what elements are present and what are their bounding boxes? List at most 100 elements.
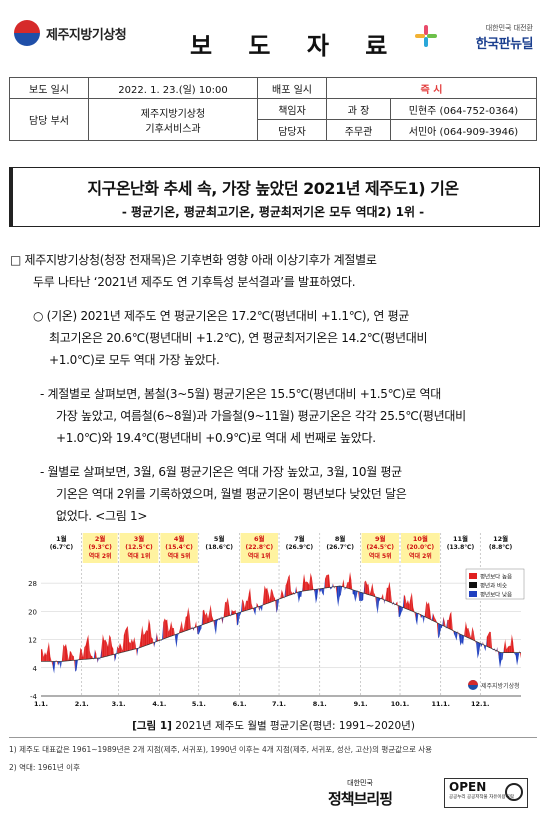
above-normal-area (497, 647, 499, 658)
headline-box (9, 167, 540, 227)
above-normal-area (233, 611, 235, 615)
above-normal-area (226, 597, 228, 617)
legend-label: 평년과 비슷 (480, 582, 507, 590)
above-normal-area (472, 626, 474, 641)
month-label: 6월 (254, 534, 265, 543)
above-normal-area (490, 631, 493, 650)
above-normal-area (263, 585, 265, 605)
x-tick-label: 5.1. (192, 700, 206, 708)
y-tick-label: 28 (28, 580, 37, 588)
above-normal-area (436, 621, 439, 639)
below-normal-area (336, 586, 339, 607)
below-normal-area (514, 652, 516, 656)
below-normal-area (298, 591, 301, 603)
month-rank-label: 역대 1위 (128, 552, 151, 560)
above-normal-area (204, 609, 206, 625)
above-normal-area (51, 661, 53, 668)
above-normal-area (122, 635, 124, 653)
above-normal-area (468, 627, 470, 639)
above-normal-area (87, 634, 89, 660)
above-normal-area (139, 635, 141, 648)
above-normal-area (126, 626, 128, 652)
below-normal-area (360, 592, 362, 602)
legend-label: 평년보다 낮음 (480, 591, 512, 599)
above-normal-area (83, 647, 85, 660)
above-normal-area (289, 574, 291, 596)
above-normal-area (172, 628, 174, 636)
above-normal-area (449, 611, 452, 630)
above-normal-area (302, 573, 305, 592)
above-normal-area (273, 596, 276, 602)
below-normal-area (219, 616, 222, 621)
month-temp-label: (13.8℃) (447, 544, 475, 551)
policy-briefing-small: 대한민국 (347, 779, 373, 787)
department-label: 담당 부서 (9, 98, 89, 141)
below-normal-area (254, 607, 256, 616)
x-tick-label: 10.1. (391, 700, 410, 708)
above-normal-area (147, 618, 149, 645)
month-rank-label: 역대 5위 (168, 552, 191, 560)
x-tick-label: 4.1. (152, 700, 166, 708)
above-normal-area (426, 601, 428, 619)
new-deal-logo: 대한민국 대전환 한국판뉴딜 (413, 23, 534, 52)
above-normal-area (372, 582, 374, 597)
above-normal-area (510, 634, 512, 653)
month-label: 8월 (335, 534, 346, 543)
below-normal-area (392, 601, 394, 606)
below-normal-area (476, 641, 478, 659)
below-normal-area (485, 636, 487, 652)
above-normal-area (168, 628, 170, 638)
below-normal-area (400, 606, 402, 617)
above-normal-area (281, 589, 283, 599)
below-normal-area (438, 623, 440, 639)
above-normal-area (140, 625, 143, 648)
below-normal-area (114, 653, 116, 662)
month-temp-label: (15.4℃) (165, 544, 193, 551)
body-p3-line2: 가장 높았고, 여름철(6~8월)과 가을철(9~11월) 평균기온은 각각 2… (56, 409, 466, 423)
above-normal-area (202, 609, 205, 625)
department-line-1: 제주지방기상청 (140, 108, 206, 120)
above-normal-area (267, 587, 269, 604)
month-temp-label: (24.5℃) (367, 544, 395, 551)
above-normal-area (181, 620, 184, 633)
above-normal-area (225, 601, 227, 617)
body-p2-line2: 최고기온은 20.6℃(평년대비 +1.2℃), 연 평균최저기온은 14.2℃… (49, 331, 428, 345)
press-release-title: 보 도 자 료 (190, 31, 402, 60)
above-normal-area (194, 621, 197, 628)
above-normal-area (156, 632, 159, 642)
below-normal-area (197, 626, 199, 635)
above-normal-area (310, 572, 312, 591)
above-normal-area (403, 594, 406, 609)
month-label: 4월 (174, 534, 185, 543)
above-normal-area (80, 647, 82, 660)
above-normal-area (110, 637, 113, 656)
below-normal-area (459, 633, 461, 646)
above-normal-area (326, 574, 328, 588)
above-normal-area (382, 593, 385, 605)
below-normal-area (330, 587, 332, 590)
month-rank-label: 역대 2위 (89, 552, 112, 560)
above-normal-area (127, 626, 130, 651)
below-normal-area (353, 590, 356, 602)
temperature-chart: 1월 (6.7℃) 2월 (9.3℃) 역대 2위 3월 (12.5℃) 역대 1위 4월 (15… (21, 533, 531, 709)
above-normal-area (357, 589, 360, 601)
month-label: 7월 (294, 534, 305, 543)
release-time-label: 보도 일시 (9, 77, 89, 99)
below-normal-area (201, 610, 203, 629)
below-normal-area (238, 612, 240, 625)
above-normal-area (488, 631, 490, 648)
above-normal-area (208, 612, 210, 623)
below-normal-area (498, 651, 500, 668)
above-normal-area (393, 601, 395, 606)
month-highlight-band (401, 533, 440, 563)
above-normal-area (397, 601, 399, 617)
below-normal-area (460, 634, 462, 646)
above-normal-area (305, 581, 307, 591)
above-normal-area (519, 650, 521, 659)
above-normal-area (213, 619, 215, 628)
new-deal-subtitle: 대한민국 대전환 (485, 24, 533, 32)
below-normal-area (481, 641, 483, 648)
above-normal-area (64, 643, 66, 662)
month-highlight-band (160, 533, 198, 563)
body-p2-line3: +1.0℃)로 모두 역대 가장 높았다. (49, 353, 220, 367)
